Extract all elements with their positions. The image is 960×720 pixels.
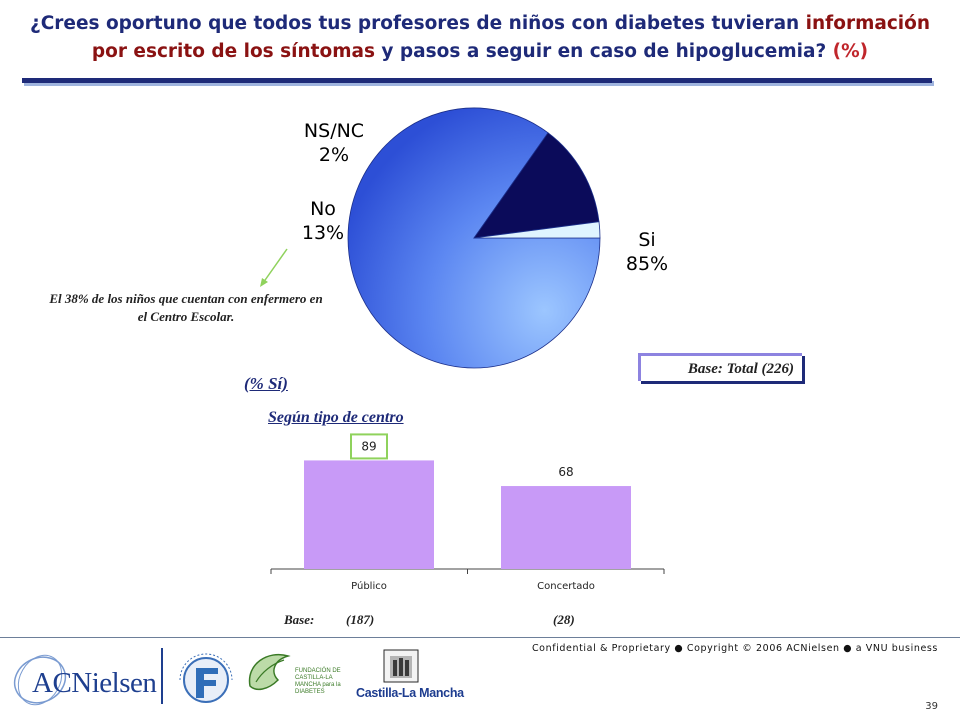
pie-label-value: 13% [301,222,345,244]
x-tick-label: Público [351,580,387,592]
bar-concertado [501,486,631,569]
pie-label-name: No [310,198,336,220]
title-text: ¿Crees oportuno que todos tus profesores… [29,13,806,34]
title-underline [22,78,932,83]
base-value-concertado: (28) [553,612,575,627]
footer-divider [0,637,960,638]
base-label: Base: [284,612,315,627]
x-tick-label: Concertado [537,581,595,592]
base-total-box: Base: Total (226) [638,353,802,381]
bar-publico [304,460,434,569]
base-total-label: Base: Total (226) [687,361,794,377]
page-title: ¿Crees oportuno que todos tus profesores… [0,10,960,66]
pie-slice-si [347,107,601,369]
footer-confidential: Confidential & Proprietary ● Copyright ©… [531,643,938,654]
title-line-2: por escrito de los síntomas y pasos a se… [0,38,960,66]
title-text: y pasos a seguir en caso de hipoglucemia… [374,41,833,62]
pie-label-value: 2% [318,144,350,166]
title-suffix: (%) [832,41,869,62]
title-highlight: información [805,13,931,34]
base-value-publico: (187) [346,612,375,627]
bar-data-label: 89 [361,439,376,453]
pie-label-value: 85% [625,253,669,275]
title-highlight: por escrito de los síntomas [91,41,375,62]
bar-subtitle: (% Sí) [244,374,288,393]
acnielsen-logo: ACNielsen [32,667,157,699]
bar-data-label: 68 [558,465,573,479]
highlight-box [350,433,388,460]
pie-label-si: Si 85% [618,228,676,276]
annotation-note: El 38% de los niños que cuentan con enfe… [49,291,323,324]
pie-label-no: No 13% [294,197,352,245]
pie-label-nsnc: NS/NC 2% [298,119,370,167]
fundacion-clm-text: FUNDACIÓN DE CASTILLA-LA MANCHA para la … [295,668,341,695]
logo-divider [161,648,163,704]
note-arrow-head [260,278,268,287]
pie-slice-no [473,132,600,239]
fundacion-diabetes-logo [179,653,233,703]
pie-label-name: NS/NC [303,120,365,142]
page-number: 39 [925,701,938,712]
acnielsen-logo-icon [13,654,67,706]
note-arrow [262,248,288,284]
bar-group-label: Según tipo de centro [268,409,404,426]
pie-label-name: Si [638,229,656,251]
title-line-1: ¿Crees oportuno que todos tus profesores… [0,10,960,38]
pie-slice-nsnc [473,221,601,239]
fundacion-clm-logo [248,653,291,691]
castilla-la-mancha-logo-icon [383,649,419,683]
castilla-la-mancha-logo: Castilla-La Mancha [356,686,464,700]
